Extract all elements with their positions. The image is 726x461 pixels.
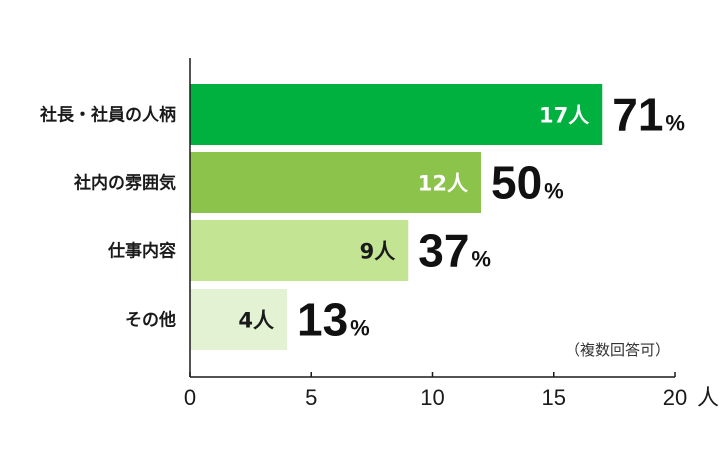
category-label: 社長・社員の人柄 xyxy=(39,105,176,126)
category-label: 仕事内容 xyxy=(107,241,176,262)
percent-label: 50 xyxy=(491,157,542,209)
percent-sign: % xyxy=(350,316,370,341)
bar-4 xyxy=(190,289,287,350)
percent-sign: % xyxy=(471,247,491,272)
bar-value-label: 17人 xyxy=(539,104,589,128)
bar-value-label: 9人 xyxy=(360,240,396,264)
percent-label: 13 xyxy=(297,294,348,346)
percent-sign: % xyxy=(544,179,564,204)
labels-group: 社長・社員の人柄 17人 71 % 社内の雰囲気 12人 50 % 仕事内容 9人 37 % その他 4人… xyxy=(39,89,685,346)
x-tick-label: 5 xyxy=(305,385,317,410)
bar-value-label: 4人 xyxy=(238,309,274,333)
x-tick-label: 10 xyxy=(420,385,444,410)
x-unit-label: 人 xyxy=(697,385,719,410)
bar-2 xyxy=(190,152,481,213)
percent-label: 37 xyxy=(418,225,469,277)
percent-label: 71 xyxy=(612,89,663,141)
x-tick-label: 0 xyxy=(184,385,196,410)
bar-value-label: 12人 xyxy=(418,172,468,196)
note-label: （複数回答可） xyxy=(565,341,670,359)
bar-3 xyxy=(190,220,409,281)
bars-group xyxy=(190,84,603,350)
percent-sign: % xyxy=(665,111,685,136)
category-label: 社内の雰囲気 xyxy=(73,173,176,194)
x-tick-label: 15 xyxy=(542,385,566,410)
category-label: その他 xyxy=(125,310,176,331)
x-ticks-group: 0 5 10 15 20 人 xyxy=(184,372,719,410)
x-tick-label: 20 xyxy=(663,385,687,410)
bar-1 xyxy=(190,84,603,145)
